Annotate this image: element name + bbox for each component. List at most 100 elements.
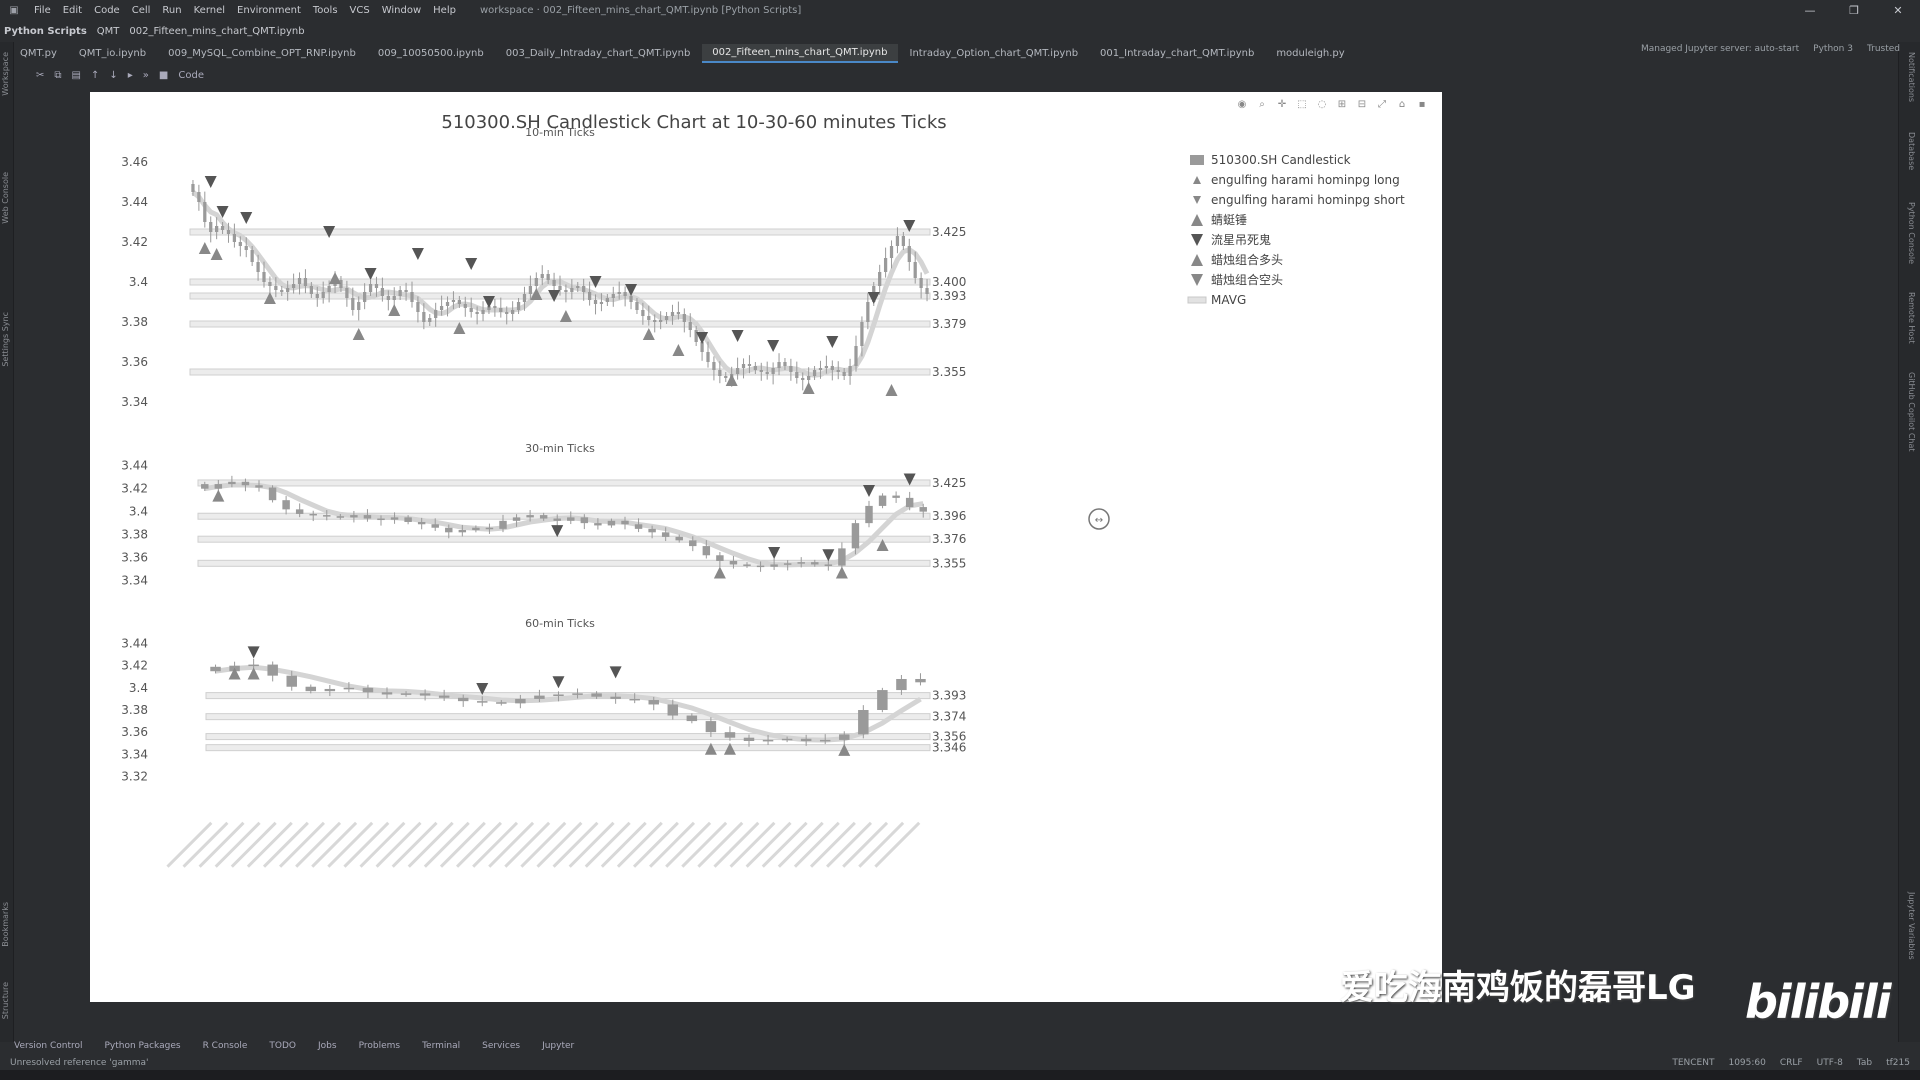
lasso-icon[interactable]: ◌	[1317, 98, 1327, 110]
todo-tab[interactable]: TODO	[269, 1041, 297, 1051]
plot-output[interactable]: ◉ ⌕ ✛ ⬚ ◌ ⊞ ⊟ ⤢ ⌂ ▪ 510300.SH Candlestic…	[90, 92, 1442, 1002]
maximize-icon[interactable]: ❐	[1849, 3, 1859, 17]
zoom-icon[interactable]: ⌕	[1259, 98, 1265, 110]
status-vcs[interactable]: TENCENT	[1672, 1058, 1715, 1068]
candle-body	[576, 286, 580, 288]
version-control-tab[interactable]: Version Control	[14, 1041, 83, 1051]
problems-tab[interactable]: Problems	[358, 1041, 401, 1051]
x-tick-label	[729, 821, 776, 868]
candle-body	[496, 702, 507, 704]
cut-icon[interactable]: ✂	[36, 69, 45, 81]
status-message[interactable]: Unresolved reference 'gamma'	[10, 1058, 149, 1068]
run-cell-icon[interactable]: ▸	[127, 69, 133, 81]
menu-vcs[interactable]: VCS	[349, 4, 370, 16]
tab-intraday-chart[interactable]: 001_Intraday_chart_QMT.ipynb	[1100, 47, 1255, 59]
paste-icon[interactable]: ▤	[71, 69, 81, 81]
copy-icon[interactable]: ⧉	[54, 69, 62, 81]
minimize-icon[interactable]: —	[1804, 3, 1816, 17]
tab-qmt-py[interactable]: QMT.py	[20, 47, 57, 59]
pan-icon[interactable]: ✛	[1277, 98, 1287, 110]
menu-cell[interactable]: Cell	[131, 4, 151, 16]
tool-window-database[interactable]: Database	[1907, 132, 1916, 171]
tab-qmt-io[interactable]: QMT_io.ipynb	[78, 47, 147, 59]
tab-intraday-option[interactable]: Intraday_Option_chart_QMT.ipynb	[909, 47, 1079, 59]
candle-body	[226, 230, 231, 234]
tab-fifteen-mins[interactable]: 002_Fifteen_mins_chart_QMT.ipynb	[702, 43, 898, 63]
menu-window[interactable]: Window	[381, 4, 422, 16]
jupyter-tab[interactable]: Jupyter	[542, 1041, 575, 1051]
reset-axes-icon[interactable]: ⌂	[1398, 98, 1406, 110]
tool-window-structure[interactable]: Structure	[1, 982, 10, 1020]
candle-body	[558, 286, 562, 290]
chart-legend[interactable]: 510300.SH Candlestick engulfing harami ho…	[1187, 153, 1405, 307]
menu-kernel[interactable]: Kernel	[193, 4, 226, 16]
candle-body	[759, 370, 763, 372]
tool-window-web-console[interactable]: Web Console	[1, 172, 10, 224]
status-line-sep[interactable]: CRLF	[1779, 1058, 1803, 1068]
candle-body	[428, 318, 432, 322]
jobs-tab[interactable]: Jobs	[318, 1041, 337, 1051]
close-icon[interactable]: ✕	[1893, 3, 1903, 17]
tool-window-jupyter-variables[interactable]: Jupyter Variables	[1907, 892, 1916, 960]
short-signal-marker	[323, 226, 336, 238]
x-tick-label	[262, 821, 309, 868]
box-select-icon[interactable]: ⬚	[1297, 98, 1307, 110]
status-interpreter[interactable]: tf215	[1886, 1058, 1910, 1068]
level-label: 3.355	[932, 365, 966, 379]
cell-type-select[interactable]: Code	[178, 69, 204, 81]
run-all-icon[interactable]: »	[142, 69, 149, 81]
autoscale-icon[interactable]: ⤢	[1378, 98, 1386, 110]
short-signal-marker	[903, 473, 916, 486]
r-console-tab[interactable]: R Console	[202, 1041, 248, 1051]
camera-icon[interactable]: ◉	[1237, 98, 1247, 110]
interrupt-icon[interactable]: ■	[158, 69, 169, 81]
terminal-tab[interactable]: Terminal	[422, 1041, 461, 1051]
zoom-out-icon[interactable]: ⊟	[1357, 98, 1367, 110]
candle-body	[262, 272, 266, 282]
tab-mysql-combine[interactable]: 009_MySQL_Combine_OPT_RNP.ipynb	[168, 47, 356, 59]
zoom-in-icon[interactable]: ⊞	[1337, 98, 1347, 110]
tool-window-copilot-chat[interactable]: GitHub Copilot Chat	[1907, 372, 1916, 452]
menu-tools[interactable]: Tools	[312, 4, 338, 16]
candle-body	[469, 308, 473, 312]
legend-item: 510300.SH Candlestick	[1190, 153, 1351, 167]
panel-subtitle: 60-min Ticks	[525, 617, 595, 630]
kernel-name[interactable]: Python 3	[1813, 44, 1853, 54]
move-down-icon[interactable]: ↓	[109, 69, 118, 81]
services-tab[interactable]: Services	[482, 1041, 521, 1051]
tool-window-settings-sync[interactable]: Settings Sync	[1, 312, 10, 367]
menu-run[interactable]: Run	[162, 4, 182, 16]
menu-environment[interactable]: Environment	[237, 4, 301, 16]
trusted-badge[interactable]: Trusted	[1866, 44, 1900, 54]
tool-window-notifications[interactable]: Notifications	[1907, 52, 1916, 103]
tool-window-python-console[interactable]: Python Console	[1907, 202, 1916, 265]
breadcrumb-folder[interactable]: QMT	[96, 25, 120, 37]
menu-help[interactable]: Help	[433, 4, 456, 16]
status-indent[interactable]: Tab	[1856, 1058, 1873, 1068]
candle-body	[621, 520, 629, 525]
move-up-icon[interactable]: ↑	[90, 69, 100, 81]
tool-window-remote-host[interactable]: Remote Host	[1907, 292, 1916, 344]
plotly-logo-icon[interactable]: ▪	[1418, 98, 1426, 110]
tool-window-bookmarks[interactable]: Bookmarks	[1, 902, 10, 947]
status-encoding[interactable]: UTF-8	[1816, 1058, 1843, 1068]
panel-0: 10-min Ticks 3.46 3.44 3.42 3.4 3.38 3.36 3.34 3…	[121, 126, 966, 409]
short-signal-marker	[867, 292, 880, 304]
jupyter-server-status[interactable]: Managed Jupyter server: auto-start	[1640, 44, 1800, 54]
level-label: 3.393	[932, 689, 966, 703]
menu-edit[interactable]: Edit	[62, 4, 83, 16]
y-tick-label: 3.42	[121, 659, 148, 673]
tab-10050500[interactable]: 009_10050500.ipynb	[377, 47, 484, 59]
legend-item: engulfing harami hominpg long	[1193, 173, 1400, 187]
breadcrumb-file[interactable]: 002_Fifteen_mins_chart_QMT.ipynb	[129, 25, 305, 37]
tab-moduleigh[interactable]: moduleigh.py	[1276, 47, 1345, 59]
status-position[interactable]: 1095:60	[1728, 1058, 1766, 1068]
candle-body	[741, 364, 746, 368]
breadcrumb-project[interactable]: Python Scripts	[4, 25, 87, 37]
tab-daily-intraday[interactable]: 003_Daily_Intraday_chart_QMT.ipynb	[505, 47, 691, 59]
hover-cursor-icon[interactable]: ↔	[1088, 508, 1110, 530]
python-packages-tab[interactable]: Python Packages	[104, 1041, 181, 1051]
menu-code[interactable]: Code	[94, 4, 120, 16]
tool-window-workspace[interactable]: Workspace	[1, 52, 10, 96]
menu-file[interactable]: File	[34, 4, 51, 16]
